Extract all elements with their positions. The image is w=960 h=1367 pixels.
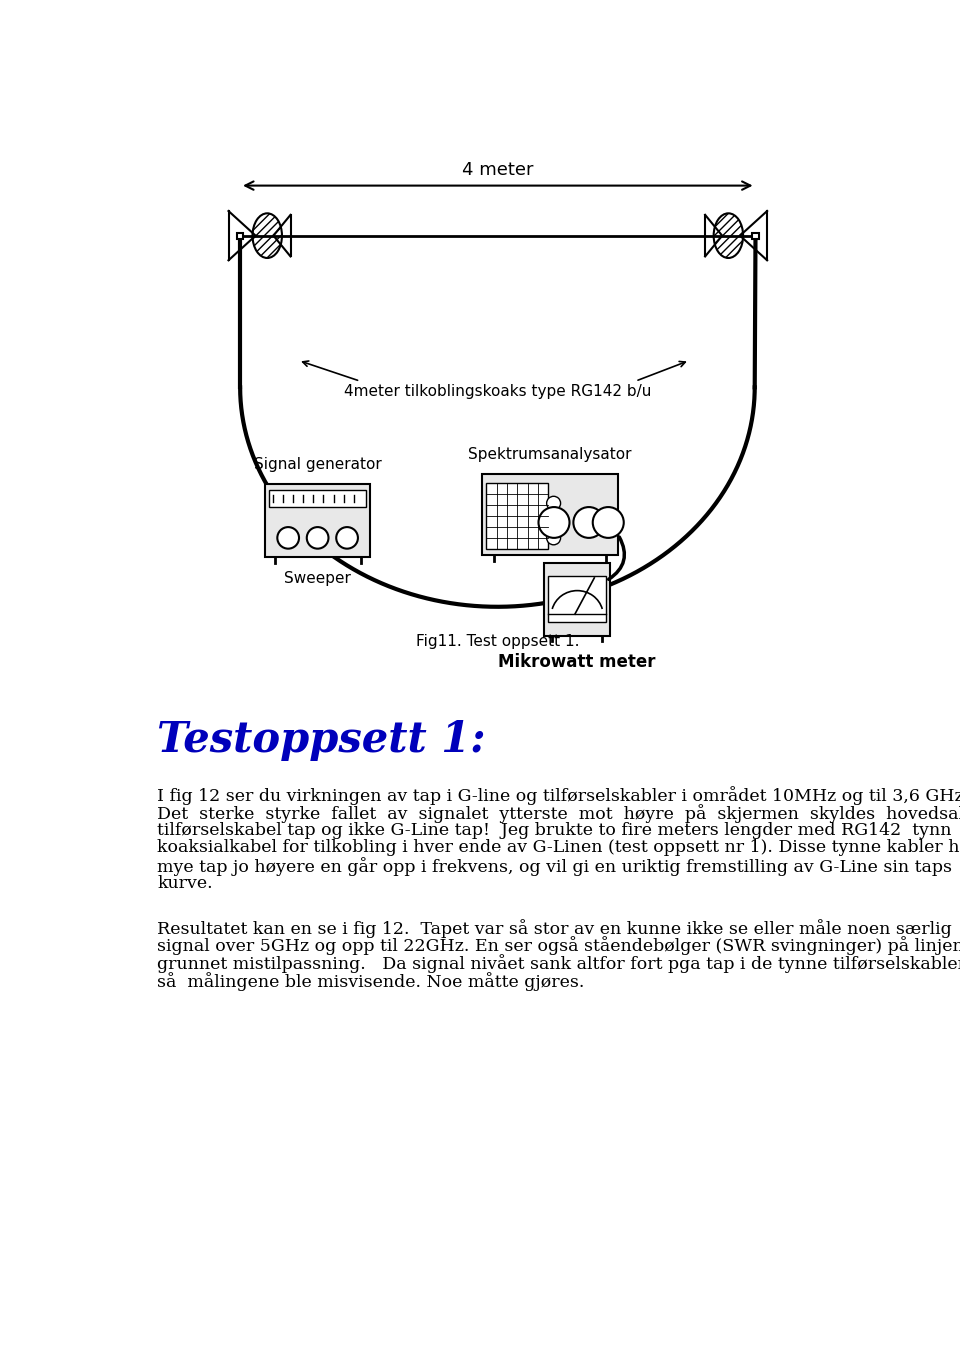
Text: så  målingene ble misvisende. Noe måtte gjøres.: så målingene ble misvisende. Noe måtte g… bbox=[157, 972, 585, 991]
Bar bbox=[486, 483, 548, 548]
Text: Fig11. Test oppsett 1.: Fig11. Test oppsett 1. bbox=[416, 634, 579, 649]
Text: Sweeper: Sweeper bbox=[284, 571, 351, 586]
Bar bbox=[237, 232, 243, 239]
Bar bbox=[482, 474, 618, 555]
Bar bbox=[265, 484, 370, 558]
Text: Mikrowatt meter: Mikrowatt meter bbox=[498, 652, 656, 671]
Text: 4 meter: 4 meter bbox=[462, 161, 533, 179]
Circle shape bbox=[546, 496, 561, 510]
Text: koaksialkabel for tilkobling i hver ende av G-Linen (test oppsett nr 1). Disse t: koaksialkabel for tilkobling i hver ende… bbox=[157, 839, 960, 856]
Text: Signal generator: Signal generator bbox=[253, 458, 381, 473]
Text: kurve.: kurve. bbox=[157, 875, 213, 891]
Circle shape bbox=[573, 507, 605, 537]
Bar bbox=[544, 562, 611, 636]
Text: 4meter tilkoblingskoaks type RG142 b/u: 4meter tilkoblingskoaks type RG142 b/u bbox=[344, 384, 651, 399]
Text: Resultatet kan en se i fig 12.  Tapet var så stor av en kunne ikke se eller måle: Resultatet kan en se i fig 12. Tapet var… bbox=[157, 919, 952, 938]
Circle shape bbox=[546, 530, 561, 545]
Text: grunnet mistilpassning.   Da signal nivået sank altfor fort pga tap i de tynne t: grunnet mistilpassning. Da signal nivået… bbox=[157, 954, 960, 973]
Bar bbox=[269, 491, 366, 507]
Text: Det  sterke  styrke  fallet  av  signalet  ytterste  mot  høyre  på  skjermen  s: Det sterke styrke fallet av signalet ytt… bbox=[157, 804, 960, 823]
Circle shape bbox=[277, 528, 299, 548]
Circle shape bbox=[592, 507, 624, 537]
Text: I fig 12 ser du virkningen av tap i G-line og tilførselskabler i området 10MHz o: I fig 12 ser du virkningen av tap i G-li… bbox=[157, 786, 960, 805]
Circle shape bbox=[307, 528, 328, 548]
Text: mye tap jo høyere en går opp i frekvens, og vil gi en uriktig fremstilling av G-: mye tap jo høyere en går opp i frekvens,… bbox=[157, 857, 952, 876]
Text: tilførselskabel tap og ikke G-Line tap!  Jeg brukte to fire meters lengder med R: tilførselskabel tap og ikke G-Line tap! … bbox=[157, 822, 951, 838]
Text: signal over 5GHz og opp til 22GHz. En ser også ståendebølger (SWR svingninger) p: signal over 5GHz og opp til 22GHz. En se… bbox=[157, 936, 960, 956]
Circle shape bbox=[539, 507, 569, 537]
Text: Testoppsett 1:: Testoppsett 1: bbox=[157, 719, 486, 761]
Bar bbox=[548, 576, 607, 622]
Text: Spektrumsanalysator: Spektrumsanalysator bbox=[468, 447, 632, 462]
Circle shape bbox=[336, 528, 358, 548]
Bar bbox=[753, 232, 758, 239]
